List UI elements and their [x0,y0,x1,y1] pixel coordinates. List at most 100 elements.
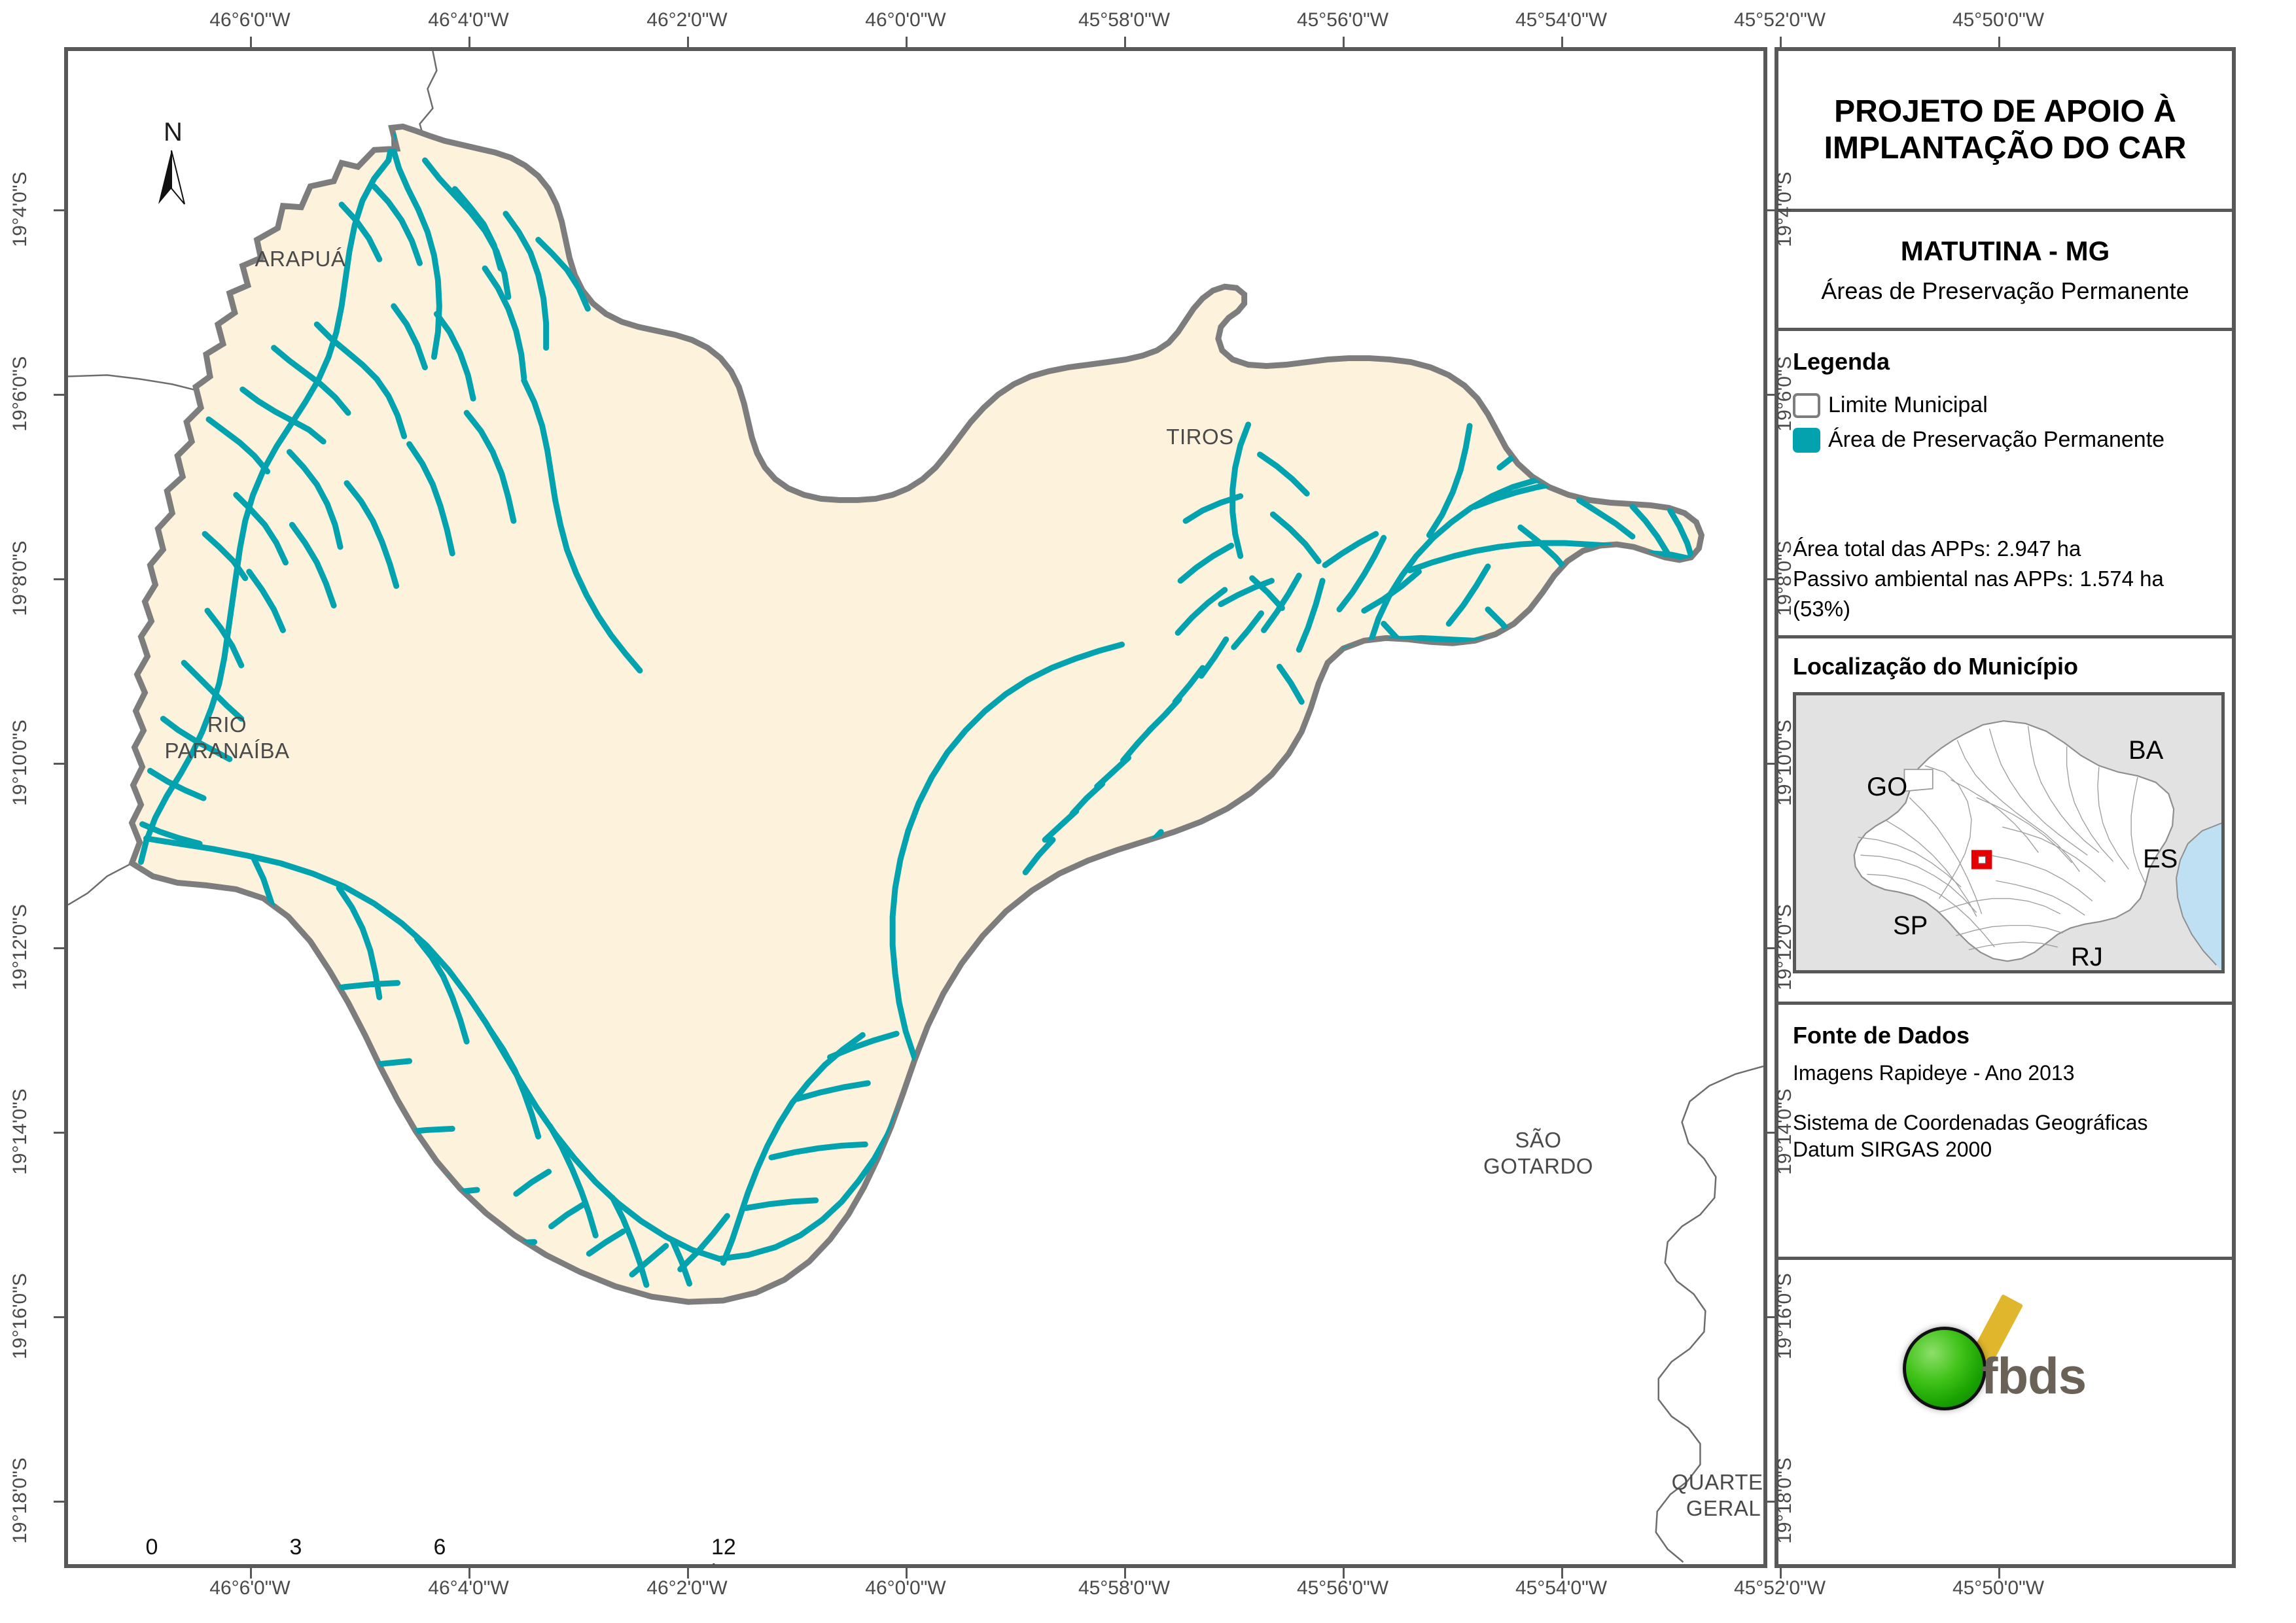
graticule-tick [1767,763,1778,765]
municipality-polygon [128,123,1705,1305]
legend-statistics: Área total das APPs: 2.947 ha Passivo am… [1793,534,2217,625]
graticule-tick [1998,1568,2000,1579]
graticule-tick [54,1132,64,1134]
panel-source-section: Fonte de Dados Imagens Rapideye - Ano 20… [1778,1005,2232,1260]
lon-tick-label: 45°50'0"W [1952,9,2045,31]
lon-tick-label: 46°0'0"W [865,1577,946,1599]
graticule-tick [250,37,252,47]
place-label: RIO PARANAÍBA [164,712,290,763]
legend-label: Limite Municipal [1828,393,1988,417]
inset-state-label-rj: RJ [2071,943,2103,971]
graticule-tick [906,37,908,47]
location-inset-map: GO BA ES SP RJ [1793,692,2225,973]
scale-bar-graphic [152,1566,728,1568]
graticule-tick [1767,1316,1778,1318]
logo-wordmark: fbds [1981,1347,2087,1405]
lat-tick-label: 19°6'0"S [9,356,31,432]
lat-tick-label: 19°14'0"S [9,1089,31,1175]
main-map-frame: N 0 3 6 12 km ARAPUÁ TIROS RIO PARANAÍBA SÃO G… [64,47,1767,1568]
graticule-tick [250,1568,252,1579]
stat-passivo-ambiental: Passivo ambiental nas APPs: 1.574 ha (53… [1793,567,2164,621]
legend-label: Área de Preservação Permanente [1828,427,2165,452]
graticule-tick [1767,1501,1778,1503]
north-arrow: N [147,118,205,208]
lon-tick-label: 45°50'0"W [1952,1577,2045,1599]
source-images: Imagens Rapideye - Ano 2013 [1793,1061,2075,1085]
graticule-tick [54,209,64,211]
location-heading: Localização do Município [1793,653,2079,680]
graticule-tick [1780,1568,1782,1579]
map-subtitle: Áreas de Preservação Permanente [1821,277,2189,304]
graticule-tick [1767,947,1778,949]
graticule-tick [1124,1568,1126,1579]
place-label: SÃO GOTARDO [1483,1128,1593,1179]
inset-state-label-sp: SP [1893,911,1928,940]
graticule-tick [54,394,64,396]
panel-legend-section: Legenda Limite Municipal Área de Preserv… [1778,331,2232,638]
legend-heading: Legenda [1793,348,1890,375]
lon-tick-label: 45°54'0"W [1515,9,1608,31]
lat-tick-label: 19°12'0"S [9,904,31,990]
lon-tick-label: 45°56'0"W [1296,9,1389,31]
lon-tick-label: 46°6'0"W [209,1577,291,1599]
logo-sphere-icon [1902,1327,1987,1410]
graticule-tick [1767,209,1778,211]
graticule-tick [1780,37,1782,47]
lon-tick-label: 45°58'0"W [1078,1577,1171,1599]
lon-tick-label: 46°2'0"W [646,9,728,31]
lat-tick-label: 19°8'0"S [9,540,31,616]
lon-tick-label: 45°56'0"W [1296,1577,1389,1599]
place-label: ARAPUÁ [255,247,346,271]
stat-total-app: Área total das APPs: 2.947 ha [1793,536,2081,561]
map-legend-panel: PROJETO DE APOIO À IMPLANTAÇÃO DO CAR MA… [1775,47,2236,1568]
inset-state-label-es: ES [2143,845,2178,873]
inset-state-label-go: GO [1867,773,1908,801]
lon-tick-label: 46°4'0"W [428,1577,509,1599]
legend-swatch-app [1793,427,1820,453]
graticule-tick [1998,37,2000,47]
lon-tick-label: 46°0'0"W [865,9,946,31]
graticule-tick [1561,1568,1563,1579]
lon-tick-label: 46°6'0"W [209,9,291,31]
source-datum: Datum SIRGAS 2000 [1793,1138,1992,1162]
graticule-tick [54,1316,64,1318]
scale-tick-label: 0 [145,1535,158,1560]
graticule-tick [54,578,64,580]
legend-item-limite-municipal: Limite Municipal [1793,393,2217,418]
lat-tick-label: 19°10'0"S [9,720,31,806]
scale-tick-label: 6 [433,1535,446,1560]
fbds-logo: fbds [1898,1286,2113,1410]
source-heading: Fonte de Dados [1793,1022,1970,1049]
graticule-tick [1561,37,1563,47]
graticule-tick [906,1568,908,1579]
lat-tick-label: 19°16'0"S [9,1273,31,1359]
municipality-name: MATUTINA - MG [1900,235,2110,266]
panel-title-section: PROJETO DE APOIO À IMPLANTAÇÃO DO CAR [1778,51,2232,212]
north-label: N [164,118,183,147]
lon-tick-label: 45°52'0"W [1733,1577,1826,1599]
graticule-tick [1343,1568,1345,1579]
graticule-tick [54,763,64,765]
place-label: TIROS [1166,425,1234,449]
graticule-tick [1124,37,1126,47]
graticule-tick [1767,394,1778,396]
lon-tick-label: 46°4'0"W [428,9,509,31]
project-title: PROJETO DE APOIO À IMPLANTAÇÃO DO CAR [1824,94,2187,166]
scale-tick-label: 3 [289,1535,302,1560]
inset-map-svg [1796,695,2221,970]
scale-tick-label: 12 km [711,1535,741,1564]
inset-state-label-ba: BA [2128,736,2164,765]
graticule-tick [468,37,470,47]
graticule-tick [1767,1132,1778,1134]
graticule-tick [1343,37,1345,47]
map-canvas [68,51,1763,1563]
lon-tick-label: 46°2'0"W [646,1577,728,1599]
graticule-tick [1767,578,1778,580]
panel-logo-section: fbds [1778,1260,2232,1410]
panel-location-section: Localização do Município [1778,638,2232,1005]
graticule-tick [687,1568,689,1579]
panel-municipality-section: MATUTINA - MG Áreas de Preservação Perma… [1778,212,2232,331]
lat-tick-label: 19°18'0"S [9,1457,31,1544]
graticule-tick [54,947,64,949]
